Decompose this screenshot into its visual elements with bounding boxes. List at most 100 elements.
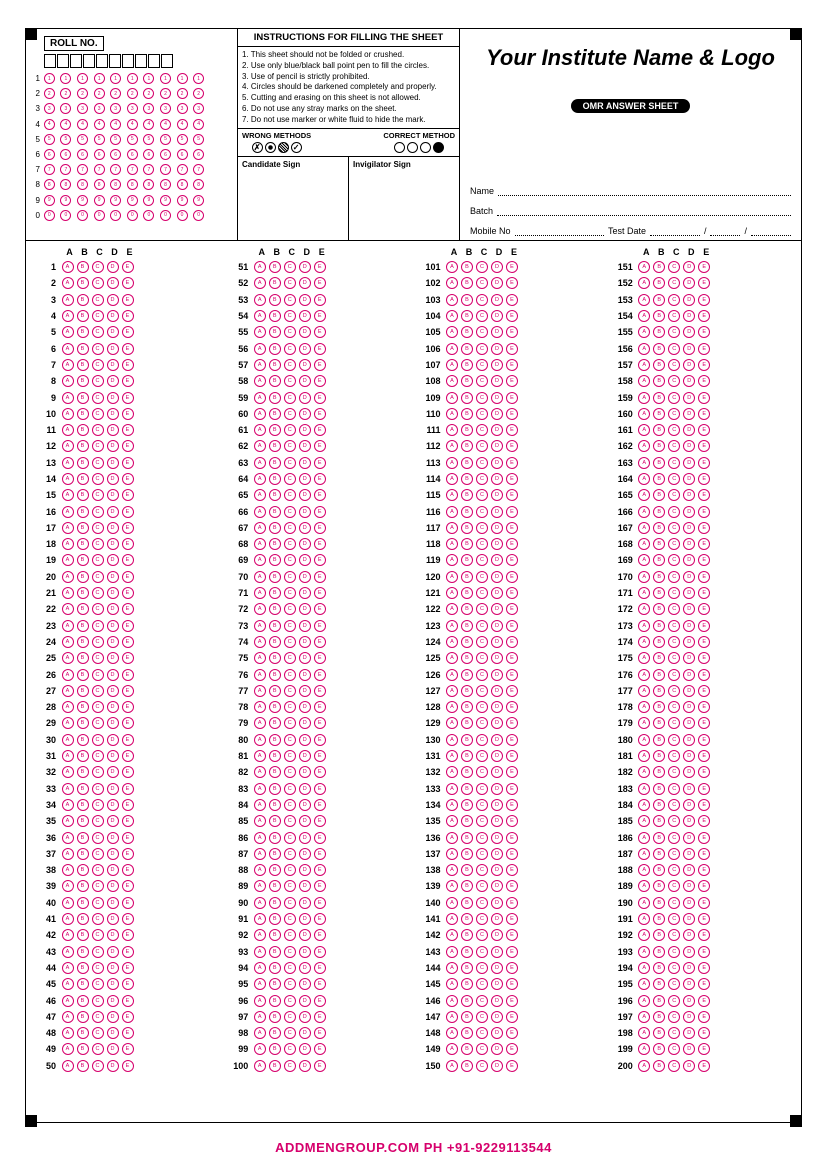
roll-bubble[interactable]: 1 [94,73,105,84]
answer-bubble[interactable]: E [698,620,710,632]
answer-bubble[interactable]: E [122,408,134,420]
answer-bubble[interactable]: E [314,1011,326,1023]
answer-bubble[interactable]: D [299,750,311,762]
answer-bubble[interactable]: B [461,815,473,827]
answer-bubble[interactable]: A [254,375,266,387]
answer-bubble[interactable]: E [698,587,710,599]
answer-bubble[interactable]: C [92,392,104,404]
answer-bubble[interactable]: B [77,962,89,974]
roll-bubble[interactable]: 9 [44,195,55,206]
answer-bubble[interactable]: C [284,880,296,892]
answer-bubble[interactable]: A [254,310,266,322]
answer-bubble[interactable]: B [269,310,281,322]
roll-bubble[interactable]: 2 [77,88,88,99]
answer-bubble[interactable]: D [107,326,119,338]
answer-bubble[interactable]: D [107,962,119,974]
answer-bubble[interactable]: A [254,685,266,697]
answer-bubble[interactable]: E [122,750,134,762]
answer-bubble[interactable]: B [653,489,665,501]
answer-bubble[interactable]: B [653,685,665,697]
answer-bubble[interactable]: E [698,685,710,697]
answer-bubble[interactable]: B [269,848,281,860]
answer-bubble[interactable]: A [638,571,650,583]
answer-bubble[interactable]: C [476,669,488,681]
answer-bubble[interactable]: B [653,962,665,974]
roll-bubble[interactable]: 6 [143,149,154,160]
answer-bubble[interactable]: E [314,766,326,778]
answer-bubble[interactable]: B [77,701,89,713]
roll-bubble[interactable]: 8 [127,179,138,190]
answer-bubble[interactable]: C [476,929,488,941]
roll-bubble[interactable]: 8 [60,179,71,190]
roll-bubble[interactable]: 5 [94,134,105,145]
answer-bubble[interactable]: E [122,783,134,795]
answer-bubble[interactable]: E [314,978,326,990]
answer-bubble[interactable]: A [62,913,74,925]
answer-bubble[interactable]: D [299,375,311,387]
answer-bubble[interactable]: C [92,995,104,1007]
answer-bubble[interactable]: D [491,538,503,550]
answer-bubble[interactable]: D [491,864,503,876]
answer-bubble[interactable]: A [62,1011,74,1023]
answer-bubble[interactable]: E [314,1027,326,1039]
roll-bubble[interactable]: 9 [160,195,171,206]
answer-bubble[interactable]: D [107,587,119,599]
answer-bubble[interactable]: B [269,1060,281,1072]
answer-bubble[interactable]: D [683,261,695,273]
answer-bubble[interactable]: D [683,913,695,925]
answer-bubble[interactable]: C [476,848,488,860]
answer-bubble[interactable]: D [491,473,503,485]
answer-bubble[interactable]: C [92,489,104,501]
answer-bubble[interactable]: B [653,294,665,306]
roll-digit-box[interactable] [161,54,173,68]
answer-bubble[interactable]: A [254,1027,266,1039]
answer-bubble[interactable]: A [62,880,74,892]
roll-bubble[interactable]: 8 [160,179,171,190]
answer-bubble[interactable]: A [62,783,74,795]
answer-bubble[interactable]: E [698,864,710,876]
answer-bubble[interactable]: A [446,783,458,795]
answer-bubble[interactable]: B [653,506,665,518]
answer-bubble[interactable]: A [62,1027,74,1039]
roll-bubble[interactable]: 9 [60,195,71,206]
answer-bubble[interactable]: D [107,522,119,534]
answer-bubble[interactable]: B [653,620,665,632]
answer-bubble[interactable]: A [446,424,458,436]
answer-bubble[interactable]: A [62,897,74,909]
answer-bubble[interactable]: C [668,359,680,371]
answer-bubble[interactable]: B [269,750,281,762]
answer-bubble[interactable]: A [638,799,650,811]
answer-bubble[interactable]: A [254,913,266,925]
answer-bubble[interactable]: D [491,1027,503,1039]
answer-bubble[interactable]: D [107,343,119,355]
answer-bubble[interactable]: D [491,832,503,844]
answer-bubble[interactable]: C [92,946,104,958]
answer-bubble[interactable]: C [284,717,296,729]
answer-bubble[interactable]: C [92,1060,104,1072]
answer-bubble[interactable]: B [653,913,665,925]
answer-bubble[interactable]: D [299,978,311,990]
answer-bubble[interactable]: E [314,440,326,452]
answer-bubble[interactable]: A [446,489,458,501]
answer-bubble[interactable]: B [269,685,281,697]
answer-bubble[interactable]: B [461,587,473,599]
answer-bubble[interactable]: C [284,294,296,306]
answer-bubble[interactable]: D [491,440,503,452]
answer-bubble[interactable]: E [122,734,134,746]
answer-bubble[interactable]: D [491,310,503,322]
answer-bubble[interactable]: C [92,1027,104,1039]
answer-bubble[interactable]: D [299,571,311,583]
answer-bubble[interactable]: B [461,1043,473,1055]
answer-bubble[interactable]: C [476,522,488,534]
roll-bubble[interactable]: 0 [160,210,171,221]
answer-bubble[interactable]: B [461,766,473,778]
answer-bubble[interactable]: B [653,359,665,371]
answer-bubble[interactable]: B [269,473,281,485]
answer-bubble[interactable]: E [314,962,326,974]
answer-bubble[interactable]: C [668,750,680,762]
answer-bubble[interactable]: B [77,717,89,729]
answer-bubble[interactable]: B [269,717,281,729]
answer-bubble[interactable]: D [683,522,695,534]
answer-bubble[interactable]: B [77,848,89,860]
answer-bubble[interactable]: C [92,522,104,534]
